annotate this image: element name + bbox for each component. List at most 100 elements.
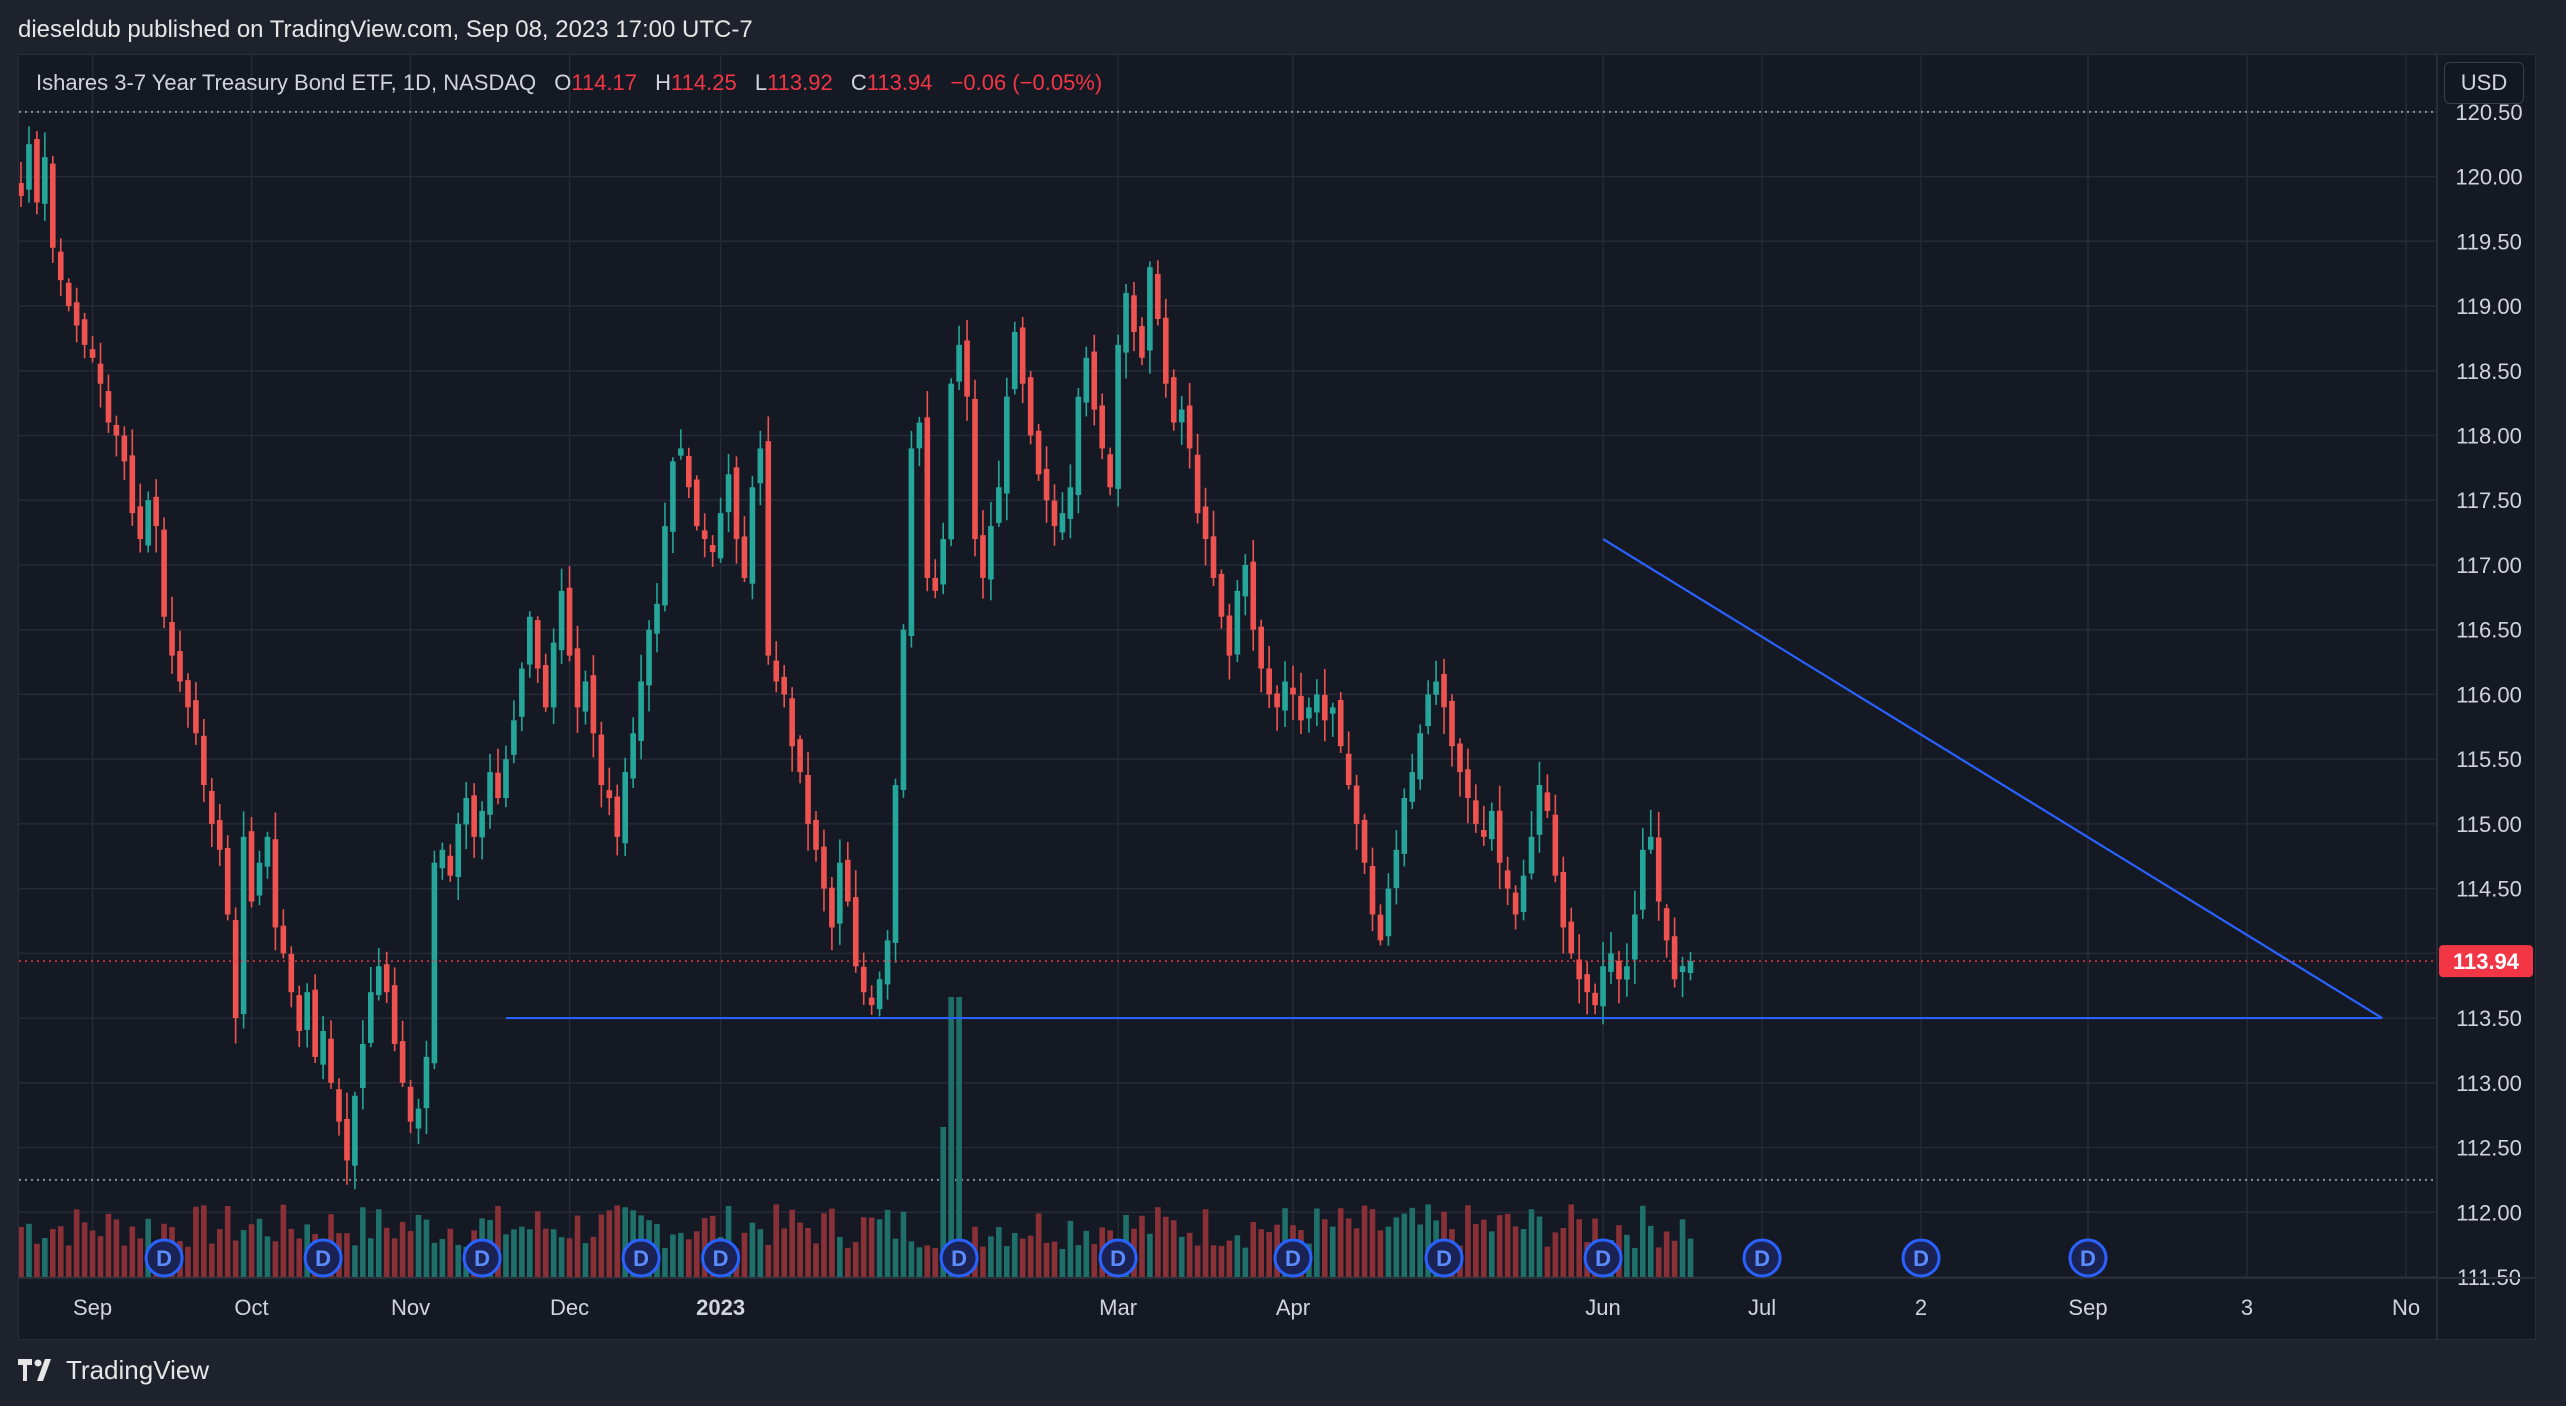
dividend-marker[interactable]: D [1424, 1238, 1464, 1278]
dividend-marker[interactable]: D [701, 1238, 741, 1278]
candle-body [916, 422, 923, 449]
candle-body [813, 819, 819, 850]
y-tick-label: 112.50 [2456, 1136, 2522, 1161]
candle-body [1345, 753, 1352, 786]
candle-body [423, 1056, 430, 1109]
volume-bar [773, 1204, 780, 1277]
candle-body [1258, 626, 1264, 669]
candle-body [1083, 357, 1090, 403]
dividend-marker[interactable]: D [621, 1238, 661, 1278]
currency-button[interactable]: USD [2444, 62, 2524, 104]
candle-body [542, 665, 549, 708]
volume-bar [1004, 1246, 1010, 1277]
dividend-marker[interactable]: D [1742, 1238, 1782, 1278]
candle-body [1361, 819, 1368, 863]
volume-bar [185, 1246, 191, 1277]
candle-body [201, 735, 207, 786]
candle-body [383, 964, 390, 993]
dividend-marker[interactable]: D [939, 1238, 979, 1278]
candle-body [1520, 875, 1527, 913]
volume-bar [137, 1238, 144, 1277]
candle-body [884, 940, 891, 985]
candle-body [638, 681, 644, 741]
candle-body [1608, 953, 1614, 972]
candle-body [1624, 966, 1630, 980]
volume-bar [1059, 1248, 1066, 1277]
footer-brand[interactable]: TradingView [18, 1352, 209, 1388]
symbol-legend: Ishares 3-7 Year Treasury Bond ETF, 1D, … [36, 70, 1102, 96]
candle-body [73, 302, 80, 326]
volume-bar [670, 1234, 676, 1277]
candle-body [1592, 992, 1598, 1006]
candle-body [837, 862, 843, 924]
dividend-marker[interactable]: D [1583, 1238, 1623, 1278]
volume-bar [1043, 1242, 1050, 1277]
candle-body [1170, 377, 1177, 423]
dividend-marker[interactable]: D [2068, 1238, 2108, 1278]
y-tick-label: 113.00 [2456, 1071, 2522, 1096]
volume-bar [908, 1241, 915, 1277]
candle-body [845, 859, 851, 902]
candle-body [431, 862, 438, 1064]
open-label: O [554, 70, 572, 95]
dividend-marker[interactable]: D [462, 1238, 502, 1278]
x-tick-label: Sep [2068, 1295, 2107, 1320]
dividend-marker-circle [1583, 1238, 1623, 1278]
volume-bar [439, 1238, 446, 1277]
candle-body [964, 340, 970, 397]
candle-body [805, 774, 811, 824]
volume-bar [1425, 1204, 1431, 1277]
low-label: L [754, 70, 768, 95]
volume-bar [1393, 1217, 1400, 1277]
chart-frame[interactable]: 120.50 120.00 119.50 119.00 118.50 118.00 117.… [18, 54, 2536, 1340]
candle-body [1147, 267, 1153, 351]
candle-body [1107, 454, 1113, 488]
volume-bar [813, 1243, 819, 1277]
trendline-descending-resistance [1602, 538, 2383, 1020]
price-chart[interactable]: 120.50 120.00 119.50 119.00 118.50 118.00 117.… [19, 55, 2535, 1339]
volume-bar [868, 1217, 875, 1277]
volume-bar [352, 1245, 358, 1277]
candle-body [948, 383, 954, 540]
brand-name: TradingView [66, 1354, 210, 1385]
candle-body [19, 183, 24, 196]
candle-body [296, 995, 303, 1032]
candle-body [97, 363, 104, 384]
candle-body [1290, 687, 1296, 695]
dividend-marker-label: D [474, 1246, 490, 1271]
dividend-marker-label: D [1110, 1246, 1126, 1271]
candle-body [582, 681, 589, 712]
volume-bar [940, 1127, 946, 1277]
candle-body [1353, 785, 1360, 824]
x-tick-label: Oct [234, 1295, 268, 1320]
candle-body [65, 282, 72, 307]
candle-body [447, 855, 454, 876]
volume-bar [622, 1207, 628, 1277]
volume-bar [495, 1206, 501, 1277]
volume-bar [19, 1226, 24, 1277]
dividend-marker[interactable]: D [144, 1238, 184, 1278]
dividend-marker[interactable]: D [303, 1238, 343, 1278]
candle-body [209, 790, 215, 824]
x-tick-label: Sep [73, 1295, 112, 1320]
candle-body [1123, 293, 1129, 353]
volume-bar [996, 1227, 1002, 1277]
dividend-marker[interactable]: D [1901, 1238, 1941, 1278]
candle-body [1274, 693, 1280, 708]
candle-body [1337, 699, 1344, 747]
candle-body [1544, 792, 1551, 811]
published-info: dieseldub published on TradingView.com, … [18, 16, 753, 43]
volume-bar [272, 1241, 279, 1277]
candle-body [1067, 487, 1074, 519]
candle-body [336, 1089, 342, 1122]
volume-bar [81, 1222, 88, 1277]
candle-body [1488, 810, 1495, 840]
y-tick-label: 115.50 [2456, 747, 2522, 772]
volume-bar [399, 1221, 406, 1277]
dividend-marker[interactable]: D [1273, 1238, 1313, 1278]
dividend-marker[interactable]: D [1098, 1238, 1138, 1278]
volume-bar [375, 1209, 382, 1277]
candle-body [1266, 668, 1272, 695]
volume-bar [924, 1245, 931, 1277]
volume-bar [1640, 1205, 1646, 1277]
